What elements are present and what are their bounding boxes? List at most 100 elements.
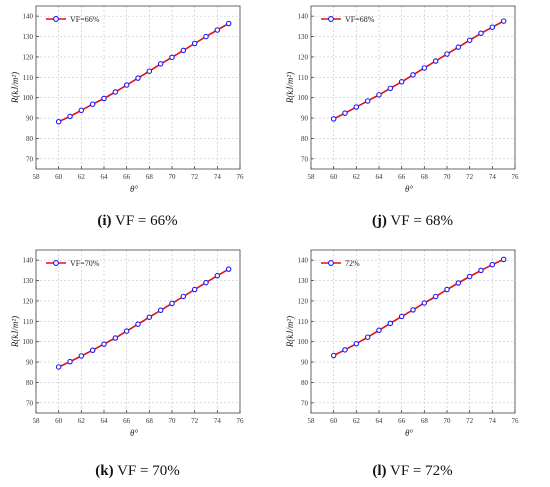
data-point [354,105,358,109]
data-point [377,93,381,97]
y-tick-label: 90 [301,359,309,367]
data-point [445,52,449,56]
data-point [90,348,94,352]
data-point [467,38,471,42]
caption-l: (l) VF = 72% [275,463,550,480]
x-tick-label: 66 [123,173,131,181]
data-point [136,76,140,80]
data-point [377,328,381,332]
x-tick-label: 62 [78,173,86,181]
legend-label: VF=70% [70,259,100,268]
data-point [170,301,174,305]
x-tick-label: 60 [55,417,63,425]
x-tick-label: 64 [376,417,384,425]
data-point [226,267,230,271]
data-point [433,294,437,298]
data-point [501,19,505,23]
x-tick-label: 74 [214,173,222,181]
x-tick-label: 62 [353,417,361,425]
plot-frame [311,250,515,413]
y-tick-label: 120 [298,297,309,305]
data-point [215,273,219,277]
plot-frame [311,6,515,169]
data-point [422,301,426,305]
data-point [124,83,128,87]
series-line [59,269,229,367]
data-point [331,117,335,121]
data-point [102,342,106,346]
y-tick-label: 110 [298,74,309,82]
data-point [343,348,347,352]
caption-i: (i) VF = 66% [0,213,275,230]
data-point [170,55,174,59]
series-line [334,259,504,355]
data-point [331,353,335,357]
data-point [365,99,369,103]
data-point [399,314,403,318]
data-point [501,257,505,261]
data-point [147,69,151,73]
x-tick-label: 60 [55,173,63,181]
y-tick-label: 70 [301,155,309,163]
y-tick-label: 140 [298,257,309,265]
chart-k: 58 60 62 64 66 68 70 72 74 76 70 80 90 100 110 120 130 14… [0,244,275,449]
y-tick-label: 100 [23,94,34,102]
data-point [79,108,83,112]
x-tick-label: 72 [466,417,474,425]
x-axis-label: θ° [130,428,138,438]
data-point [365,335,369,339]
data-point [204,34,208,38]
x-tick-label: 74 [489,417,497,425]
x-tick-label: 68 [421,173,429,181]
x-tick-label: 70 [169,417,177,425]
y-tick-label: 120 [23,53,34,61]
data-point [79,354,83,358]
y-tick-label: 130 [298,277,309,285]
data-point [204,280,208,284]
data-point [399,80,403,84]
data-point [124,329,128,333]
data-point [411,73,415,77]
chart-j: 58 60 62 64 66 68 70 72 74 76 70 80 90 100 110 120 130 14… [275,0,550,205]
data-point [343,111,347,115]
caption-label: (l) [372,463,386,479]
y-tick-label: 90 [26,359,34,367]
x-tick-label: 58 [33,417,41,425]
data-point [422,66,426,70]
y-tick-label: 90 [301,115,309,123]
x-tick-label: 76 [512,417,520,425]
data-point [147,315,151,319]
y-axis-label: R(kJ/m²) [285,72,295,104]
data-point [181,48,185,52]
y-tick-label: 90 [26,115,34,123]
caption-label: (i) [97,213,111,229]
data-point [56,120,60,124]
caption-j: (j) VF = 68% [275,213,550,230]
x-tick-label: 66 [123,417,131,425]
x-tick-label: 60 [330,173,338,181]
y-tick-label: 70 [26,399,34,407]
legend-marker [54,261,59,266]
y-tick-label: 130 [23,33,34,41]
legend-label: VF=68% [345,15,375,24]
x-tick-label: 70 [169,173,177,181]
x-axis-label: θ° [405,428,413,438]
data-point [136,322,140,326]
chart-panel-i: 58 60 62 64 66 68 70 72 74 76 70 80 90 100 110 120 130 14… [0,0,275,243]
data-point [181,294,185,298]
y-tick-label: 120 [23,297,34,305]
x-tick-label: 58 [33,173,41,181]
x-tick-label: 74 [214,417,222,425]
data-point [467,274,471,278]
data-point [411,308,415,312]
chart-panel-j: 58 60 62 64 66 68 70 72 74 76 70 80 90 100 110 120 130 14… [275,0,550,243]
y-axis-label: R(kJ/m²) [10,72,20,104]
x-tick-label: 76 [237,417,245,425]
x-tick-label: 68 [421,417,429,425]
data-point [226,21,230,25]
x-tick-label: 60 [330,417,338,425]
caption-k: (k) VF = 70% [0,463,275,480]
x-tick-label: 64 [101,417,109,425]
x-tick-label: 58 [308,173,316,181]
y-tick-label: 100 [298,94,309,102]
